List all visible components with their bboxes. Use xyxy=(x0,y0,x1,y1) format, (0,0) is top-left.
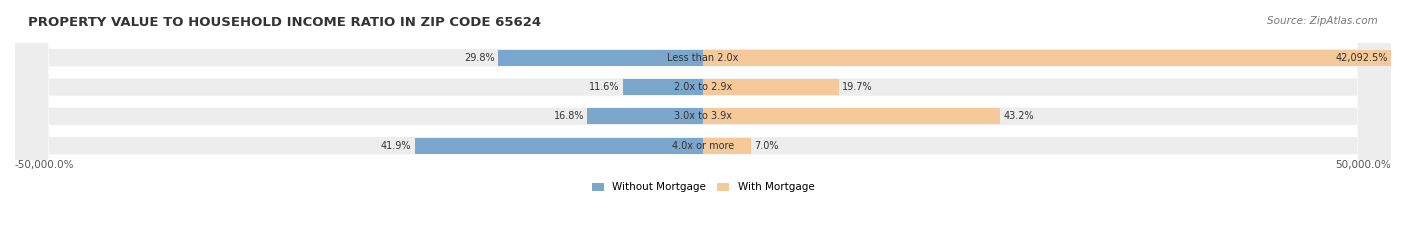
Bar xyxy=(703,138,751,154)
Text: 42,092.5%: 42,092.5% xyxy=(1336,53,1388,63)
Text: 50,000.0%: 50,000.0% xyxy=(1336,160,1391,170)
Text: 19.7%: 19.7% xyxy=(842,82,873,92)
Text: Less than 2.0x: Less than 2.0x xyxy=(668,53,738,63)
Bar xyxy=(498,50,703,66)
Text: 7.0%: 7.0% xyxy=(755,141,779,151)
Text: 41.9%: 41.9% xyxy=(381,141,412,151)
Text: 29.8%: 29.8% xyxy=(464,53,495,63)
Bar xyxy=(415,138,703,154)
Bar xyxy=(703,79,838,95)
Text: 43.2%: 43.2% xyxy=(1004,111,1035,121)
Text: -50,000.0%: -50,000.0% xyxy=(15,160,75,170)
Text: 4.0x or more: 4.0x or more xyxy=(672,141,734,151)
Text: PROPERTY VALUE TO HOUSEHOLD INCOME RATIO IN ZIP CODE 65624: PROPERTY VALUE TO HOUSEHOLD INCOME RATIO… xyxy=(28,16,541,29)
Bar xyxy=(623,79,703,95)
Text: 2.0x to 2.9x: 2.0x to 2.9x xyxy=(673,82,733,92)
Bar xyxy=(703,108,1000,124)
Text: 3.0x to 3.9x: 3.0x to 3.9x xyxy=(673,111,733,121)
FancyBboxPatch shape xyxy=(15,0,1391,233)
FancyBboxPatch shape xyxy=(15,0,1391,233)
FancyBboxPatch shape xyxy=(15,0,1391,233)
Legend: Without Mortgage, With Mortgage: Without Mortgage, With Mortgage xyxy=(588,178,818,196)
Text: 16.8%: 16.8% xyxy=(554,111,583,121)
Bar xyxy=(588,108,703,124)
Text: 11.6%: 11.6% xyxy=(589,82,620,92)
Bar xyxy=(703,50,1406,66)
Text: Source: ZipAtlas.com: Source: ZipAtlas.com xyxy=(1267,16,1378,26)
FancyBboxPatch shape xyxy=(15,0,1391,233)
